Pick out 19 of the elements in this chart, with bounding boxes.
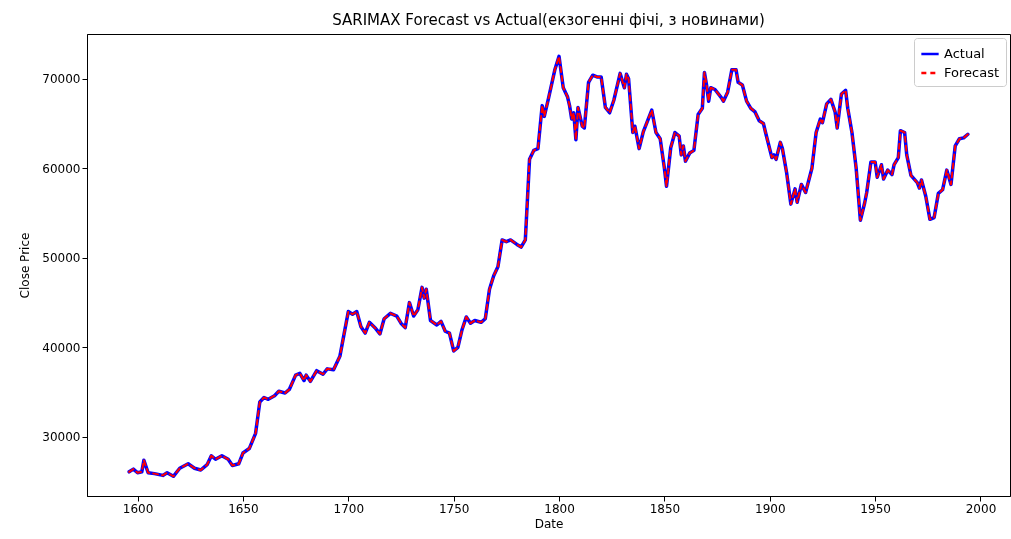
x-tick-label: 1750 [438, 501, 470, 516]
x-tick-label: 1850 [649, 501, 681, 516]
legend-label: Forecast [944, 65, 1000, 80]
x-tick-label: 1950 [860, 501, 891, 516]
x-tick-label: 2000 [965, 501, 997, 516]
y-tick-label: 70000 [42, 72, 81, 87]
y-tick-label: 50000 [42, 251, 81, 266]
y-tick-label: 40000 [42, 340, 81, 355]
x-tick-label: 1900 [754, 501, 786, 516]
y-tick-label: 30000 [42, 430, 81, 445]
x-tick-label: 1650 [228, 501, 259, 516]
x-tick-label: 1600 [122, 501, 154, 516]
y-axis-title: Close Price [18, 232, 33, 299]
chart-title: SARIMAX Forecast vs Actual(екзогенні фічі, з новинами) [332, 11, 765, 29]
legend-label: Actual [944, 46, 985, 61]
x-tick-label: 1700 [333, 501, 365, 516]
x-axis-title: Date [534, 516, 564, 531]
x-tick-label: 1800 [544, 501, 575, 516]
y-tick-label: 60000 [42, 161, 81, 176]
